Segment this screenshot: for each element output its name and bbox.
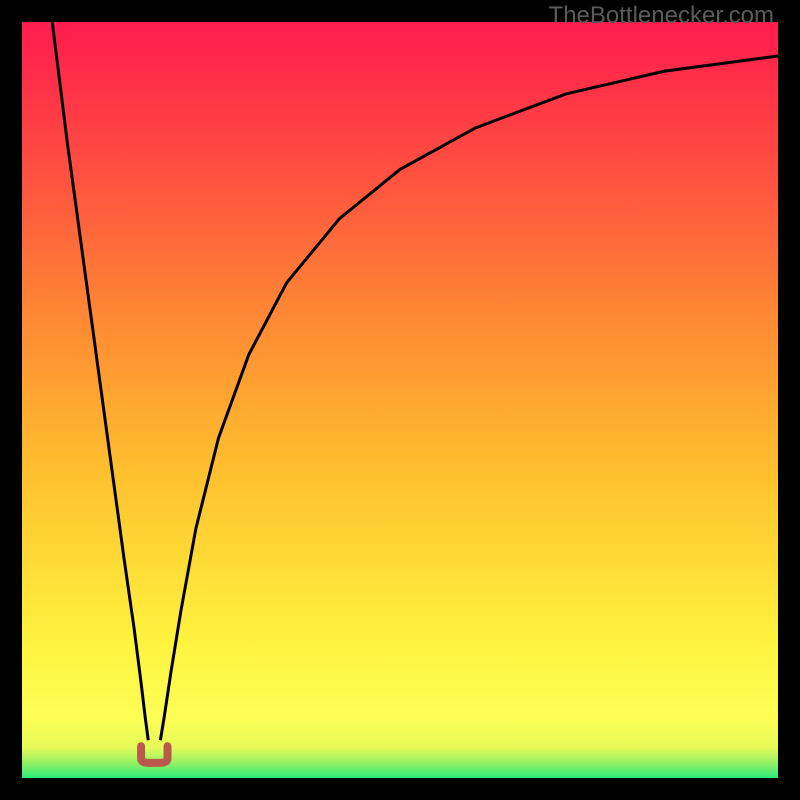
left-branch-path — [52, 22, 148, 740]
notch-marker — [141, 746, 167, 763]
plot-area — [22, 22, 778, 778]
watermark-text: TheBottlenecker.com — [549, 2, 774, 30]
right-branch-path — [160, 56, 778, 740]
curve-layer — [22, 22, 778, 778]
chart-frame: TheBottlenecker.com — [0, 0, 800, 800]
